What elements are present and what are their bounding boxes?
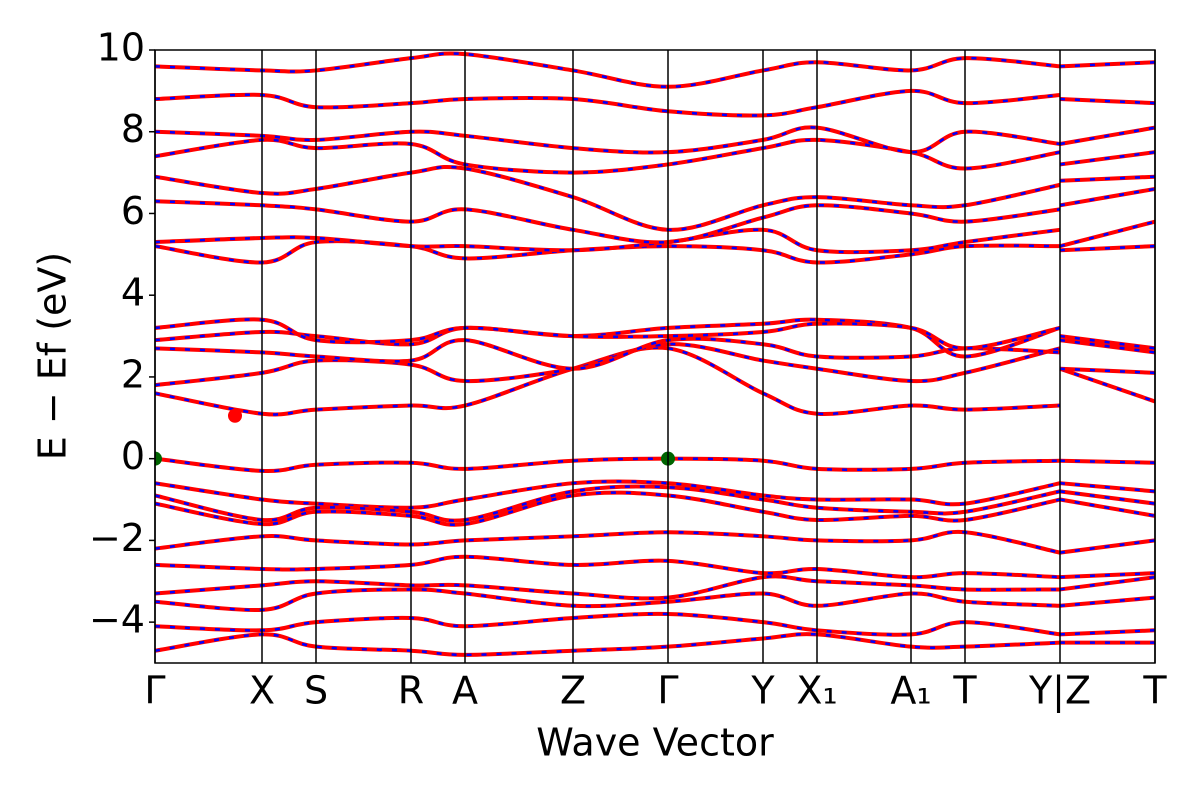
band-line-dash — [155, 165, 1061, 232]
plot-area — [155, 51, 1155, 657]
band-line — [155, 164, 1061, 232]
band-line-dash — [1059, 575, 1155, 591]
marker — [228, 408, 242, 423]
band-line-dash — [155, 126, 1061, 154]
band-line-dash — [155, 480, 1061, 510]
band-line-dash — [1059, 539, 1155, 554]
x-tick-label: Γ — [144, 669, 165, 713]
x-tick-label: Y — [750, 669, 775, 713]
band-line-dash — [155, 612, 1061, 636]
band-line-dash — [155, 89, 1061, 117]
band-line-dash — [1059, 481, 1155, 493]
band-line — [155, 632, 1061, 657]
y-tick-label: −2 — [89, 516, 145, 560]
band-line-dash — [1059, 367, 1155, 375]
x-tick-label: X₁ — [796, 669, 837, 713]
band-line-dash — [1059, 334, 1155, 350]
x-tick-label: Γ — [657, 669, 678, 713]
band-line-dash — [1059, 187, 1155, 207]
band-line-dash — [1059, 244, 1155, 252]
band-line — [155, 554, 1061, 580]
y-tick-label: 0 — [121, 434, 145, 478]
y-tick-label: 6 — [121, 189, 145, 233]
band-line-dash — [1059, 490, 1155, 505]
x-tick-label: R — [398, 669, 424, 713]
x-axis-label: Wave Vector — [536, 721, 774, 765]
band-line — [155, 587, 1061, 613]
band-line-dash — [1059, 367, 1155, 403]
band-line-dash — [155, 138, 1061, 174]
y-tick-label: 2 — [121, 352, 145, 396]
band-line-dash — [1059, 629, 1155, 636]
band-line-dash — [155, 318, 1061, 350]
x-tick-label: X — [249, 669, 275, 713]
band-line-dash — [155, 530, 1061, 554]
band-line-dash — [1059, 150, 1155, 166]
x-tick-label: A₁ — [890, 669, 931, 713]
band-line-dash — [1059, 338, 1155, 354]
plot-frame — [154, 49, 1156, 664]
band-line-dash — [155, 457, 1061, 473]
x-tick-label: A — [452, 669, 478, 713]
x-tick-label: Y|Z — [1028, 669, 1091, 714]
band-line-dash — [155, 228, 1061, 254]
band-line-dash — [1059, 498, 1155, 518]
x-tick-label: Z — [560, 669, 586, 713]
band-line-dash — [155, 318, 1061, 358]
band-line-dash — [1059, 596, 1155, 608]
y-tick-label: 8 — [121, 107, 145, 151]
band-line-dash — [155, 575, 1061, 600]
band-line-dash — [1059, 338, 1155, 350]
band-line-dash — [155, 52, 1061, 89]
band-line-dash — [1059, 126, 1155, 146]
band-line-dash — [1059, 97, 1155, 105]
band-line-dash — [1059, 459, 1155, 465]
band-line-dash — [155, 632, 1061, 657]
band-line-dash — [1059, 571, 1155, 579]
band-line — [155, 490, 1061, 527]
band-line-dash — [1059, 61, 1155, 68]
y-tick-label: 4 — [121, 271, 145, 315]
x-tick-label: T — [1142, 669, 1167, 713]
x-tick-label: T — [952, 669, 977, 713]
band-line — [155, 51, 1061, 89]
band-line-dash — [1059, 175, 1155, 183]
y-axis-label: E − Ef (eV) — [31, 252, 75, 461]
y-tick-label: −4 — [89, 598, 145, 642]
y-tick-label: 10 — [97, 26, 145, 70]
band-line-dash — [1059, 220, 1155, 248]
marker — [155, 451, 162, 466]
x-tick-label: S — [304, 669, 328, 713]
band-line-dash — [155, 555, 1061, 579]
